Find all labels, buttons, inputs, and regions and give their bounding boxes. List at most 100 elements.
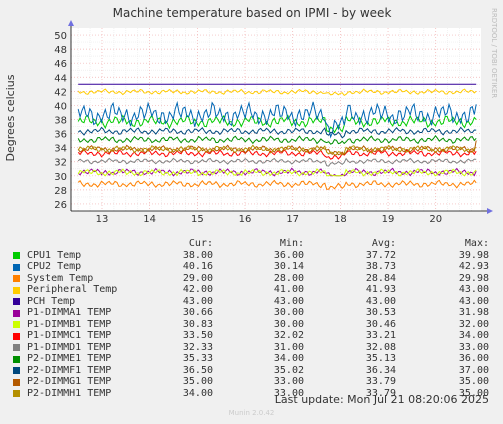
series-line (77, 140, 477, 156)
ticks: 26 28 30 32 34 36 38 40 42 44 46 48 50 13 14 15 16 17 18 19… (54, 31, 442, 225)
y-tick-label: 46 (54, 59, 67, 70)
series-line (77, 100, 477, 139)
legend-avg: 33.79 (365, 387, 396, 399)
y-tick-label: 26 (54, 200, 67, 211)
last-update: Last update: Mon Jul 21 08:20:06 2025 (274, 393, 489, 406)
legend-min: 28.00 (273, 272, 304, 284)
legend-max: 37.00 (458, 364, 489, 376)
x-tick-label: 18 (334, 214, 347, 225)
legend-min: 43.00 (273, 295, 304, 307)
series-line (77, 179, 477, 190)
legend-min: 36.00 (273, 249, 304, 261)
legend-min: 41.00 (273, 284, 304, 295)
legend-swatch (13, 252, 20, 259)
col-cur-header: Cur: (188, 238, 213, 249)
legend-cur: 29.00 (182, 272, 213, 284)
legend-name: System Temp (27, 272, 94, 284)
legend-avg: 43.00 (365, 295, 396, 307)
axes (68, 20, 493, 214)
legend-swatch (13, 263, 20, 271)
legend-max: 43.00 (458, 295, 489, 307)
series-line (77, 144, 477, 156)
legend-avg: 32.08 (365, 341, 396, 353)
legend-row: System Temp 29.00 28.00 28.84 29.98 (13, 273, 493, 285)
legend-min: 30.00 (273, 307, 304, 318)
legend-avg: 36.34 (365, 364, 396, 376)
legend-name: P2-DIMME1 TEMP (27, 353, 112, 364)
y-tick-label: 38 (54, 116, 67, 127)
legend-header: Cur: Min: Avg: Max: (13, 238, 493, 250)
legend-cur: 38.00 (182, 249, 213, 261)
legend-swatch (13, 332, 20, 340)
x-tick-label: 14 (143, 214, 156, 225)
x-axis-arrow (487, 208, 493, 214)
legend-max: 36.00 (458, 353, 489, 364)
x-tick-label: 16 (239, 214, 252, 225)
y-tick-label: 32 (54, 158, 67, 169)
y-tick-label: 40 (54, 101, 67, 112)
legend-max: 33.00 (458, 341, 489, 353)
legend-max: 39.98 (458, 249, 489, 261)
legend-name: P1-DIMMC1 TEMP (27, 330, 112, 341)
legend-avg: 41.93 (365, 284, 396, 295)
rrdtool-credit: RRDTOOL / TOBI OETIKER (490, 8, 498, 98)
legend-min: 31.00 (273, 341, 304, 353)
legend-cur: 35.00 (182, 376, 213, 387)
legend-min: 33.00 (273, 387, 304, 399)
col-avg-header: Avg: (371, 238, 396, 249)
legend-name: P2-DIMMH1 TEMP (27, 387, 112, 399)
legend-row: P2-DIMMF1 TEMP 36.50 35.02 36.34 37.00 (13, 365, 493, 377)
col-max-header: Max: (464, 238, 489, 249)
x-tick-label: 19 (382, 214, 395, 225)
legend-row: CPU2 Temp 40.16 30.14 38.73 42.93 (13, 261, 493, 273)
legend-swatch (13, 344, 20, 351)
legend-row: P1-DIMMC1 TEMP 33.50 32.02 33.21 34.00 (13, 330, 493, 342)
x-tick-label: 17 (286, 214, 299, 225)
legend-row: P1-DIMMD1 TEMP 32.33 31.00 32.08 33.00 (13, 342, 493, 354)
y-axis-arrow (68, 20, 74, 26)
legend: Cur: Min: Avg: Max: CPU1 Temp 38.00 36.00 3… (13, 238, 493, 399)
legend-row: CPU1 Temp 38.00 36.00 37.72 39.98 (13, 250, 493, 262)
y-tick-label: 28 (54, 186, 67, 197)
legend-row: P1-DIMMA1 TEMP 30.66 30.00 30.53 31.98 (13, 307, 493, 319)
legend-max: 42.93 (458, 261, 489, 272)
legend-cur: 33.50 (182, 330, 213, 341)
legend-min: 34.00 (273, 353, 304, 364)
legend-avg: 33.79 (365, 376, 396, 387)
legend-swatch (13, 275, 20, 282)
legend-swatch (13, 286, 20, 294)
y-tick-label: 44 (54, 73, 67, 84)
series-line (77, 168, 477, 177)
legend-name: PCH Temp (27, 295, 76, 307)
legend-max: 34.00 (458, 330, 489, 341)
legend-avg: 30.46 (365, 318, 396, 330)
legend-avg: 35.13 (365, 353, 396, 364)
x-tick-label: 20 (429, 214, 442, 225)
legend-avg: 38.73 (365, 261, 396, 272)
legend-min: 30.00 (273, 318, 304, 330)
y-tick-label: 50 (54, 31, 67, 42)
series-line (77, 114, 477, 134)
series-line (77, 148, 477, 160)
series-line (77, 134, 477, 145)
col-min-header: Min: (279, 238, 304, 249)
legend-cur: 36.50 (182, 364, 213, 376)
legend-swatch (13, 298, 20, 305)
series-lines (77, 83, 477, 190)
series-line (77, 88, 477, 97)
y-tick-label: 48 (54, 45, 67, 56)
legend-min: 35.02 (273, 364, 304, 376)
legend-name: Peripheral Temp (27, 284, 118, 295)
legend-row: P1-DIMMB1 TEMP 30.83 30.00 30.46 32.00 (13, 319, 493, 331)
legend-cur: 32.33 (182, 341, 213, 353)
legend-cur: 40.16 (182, 261, 213, 272)
y-tick-label: 36 (54, 130, 67, 141)
legend-name: P1-DIMMB1 TEMP (27, 318, 112, 330)
legend-cur: 35.33 (182, 353, 213, 364)
legend-cur: 43.00 (182, 295, 213, 307)
legend-max: 35.00 (458, 387, 489, 399)
legend-min: 32.02 (273, 330, 304, 341)
legend-swatch (13, 390, 20, 397)
legend-max: 31.98 (458, 307, 489, 318)
legend-swatch (13, 321, 20, 328)
